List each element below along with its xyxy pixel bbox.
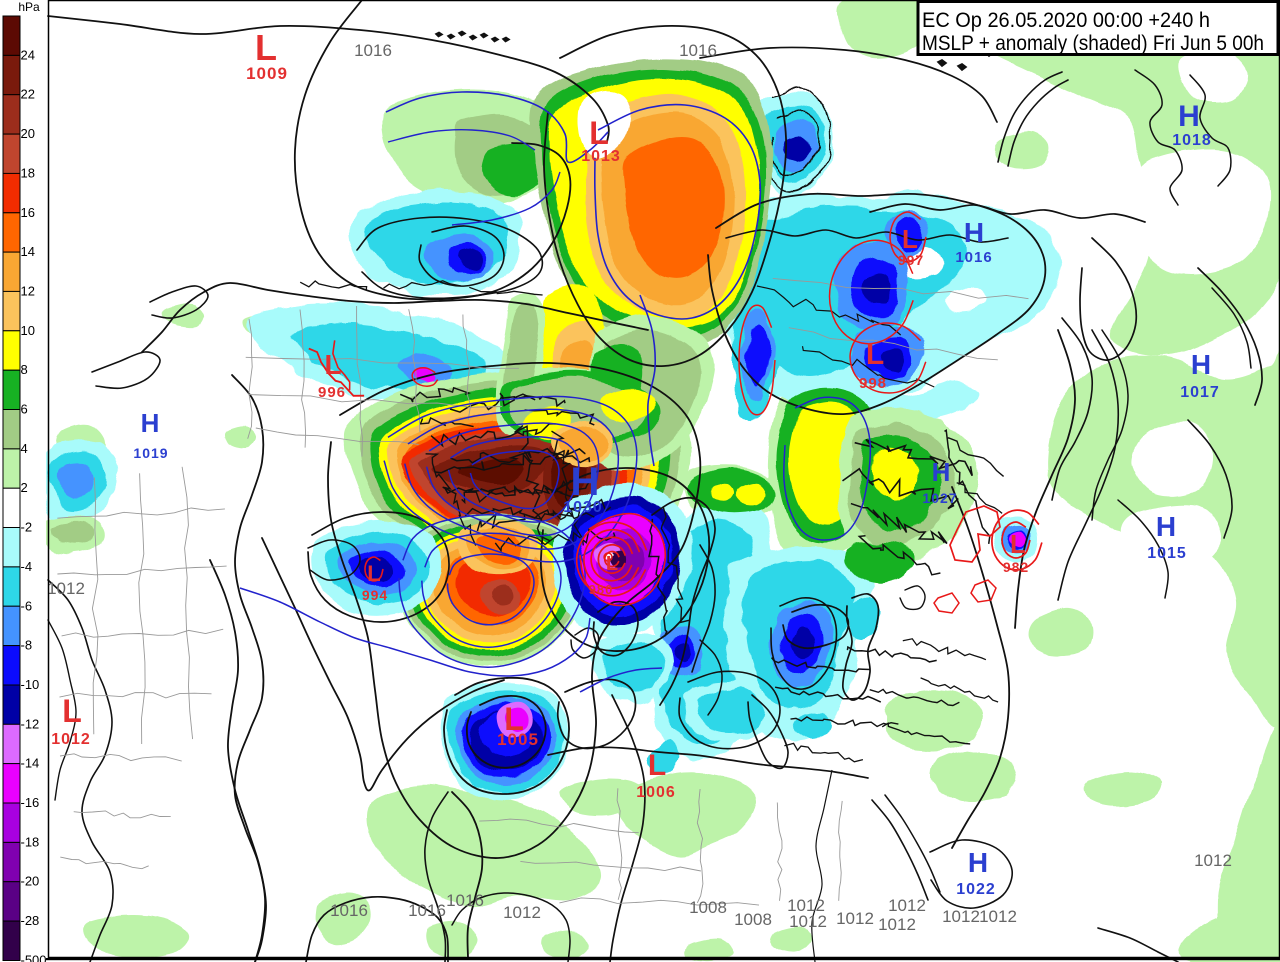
svg-text:22: 22 <box>21 87 35 102</box>
svg-text:L: L <box>866 338 884 371</box>
svg-text:-18: -18 <box>21 834 40 849</box>
svg-text:hPa: hPa <box>18 0 40 14</box>
svg-text:6: 6 <box>21 402 28 417</box>
svg-text:1012: 1012 <box>789 912 827 931</box>
svg-text:1012: 1012 <box>1194 851 1232 870</box>
svg-text:-6: -6 <box>21 598 33 613</box>
svg-text:-16: -16 <box>21 795 40 810</box>
svg-text:24: 24 <box>21 47 35 62</box>
svg-text:H: H <box>571 460 600 504</box>
svg-text:L: L <box>504 701 524 737</box>
svg-text:L: L <box>255 27 277 68</box>
svg-text:1030: 1030 <box>563 499 603 516</box>
svg-text:1012: 1012 <box>503 903 541 922</box>
svg-text:18: 18 <box>21 165 35 180</box>
svg-text:L: L <box>589 115 609 151</box>
svg-text:-500: -500 <box>21 952 47 962</box>
svg-text:1027: 1027 <box>922 490 957 506</box>
svg-text:998: 998 <box>859 375 887 392</box>
svg-text:-20: -20 <box>21 874 40 889</box>
svg-text:H: H <box>1178 100 1200 133</box>
svg-text:982: 982 <box>1003 559 1029 575</box>
svg-text:H: H <box>968 847 988 878</box>
svg-text:1012: 1012 <box>979 907 1017 926</box>
svg-text:4: 4 <box>21 441 28 456</box>
svg-text:L: L <box>367 561 380 586</box>
svg-text:L: L <box>648 749 666 782</box>
svg-text:1016: 1016 <box>408 901 446 920</box>
svg-text:MSLP + anomaly (shaded) Fri Ju: MSLP + anomaly (shaded) Fri Jun 5 00h <box>922 32 1264 55</box>
svg-text:1005: 1005 <box>497 730 539 749</box>
svg-text:1012: 1012 <box>787 896 825 915</box>
svg-text:1012: 1012 <box>47 579 85 598</box>
svg-text:1012: 1012 <box>888 896 926 915</box>
svg-text:-14: -14 <box>21 756 40 771</box>
svg-text:L: L <box>1010 529 1026 559</box>
svg-text:16: 16 <box>21 205 35 220</box>
svg-text:1016: 1016 <box>446 891 484 910</box>
svg-text:-8: -8 <box>21 638 33 653</box>
svg-text:2: 2 <box>21 480 28 495</box>
svg-text:1016: 1016 <box>330 901 368 920</box>
svg-text:1018: 1018 <box>1172 132 1212 149</box>
svg-text:1016: 1016 <box>679 41 717 60</box>
svg-text:1012: 1012 <box>836 909 874 928</box>
svg-text:L: L <box>62 693 82 729</box>
svg-text:EC Op 26.05.2020 00:00 +240 h: EC Op 26.05.2020 00:00 +240 h <box>922 9 1210 32</box>
svg-text:H: H <box>932 457 951 487</box>
svg-text:980: 980 <box>589 582 614 597</box>
svg-text:1012: 1012 <box>878 915 916 934</box>
svg-text:10: 10 <box>21 323 35 338</box>
svg-text:994: 994 <box>362 587 388 603</box>
svg-text:L: L <box>606 553 618 575</box>
svg-text:1012: 1012 <box>942 907 980 926</box>
svg-text:-4: -4 <box>21 559 33 574</box>
svg-text:1006: 1006 <box>636 784 676 801</box>
svg-text:1015: 1015 <box>1147 545 1187 562</box>
svg-text:1013: 1013 <box>581 148 621 165</box>
svg-text:L: L <box>902 224 918 254</box>
svg-text:-28: -28 <box>21 913 40 928</box>
svg-text:H: H <box>1156 511 1176 542</box>
svg-text:996: 996 <box>318 384 346 401</box>
svg-text:20: 20 <box>21 126 35 141</box>
svg-text:1009: 1009 <box>246 64 288 83</box>
svg-text:-2: -2 <box>21 520 33 535</box>
svg-text:1019: 1019 <box>133 445 168 461</box>
svg-text:-10: -10 <box>21 677 40 692</box>
svg-text:1012: 1012 <box>51 731 91 748</box>
svg-text:14: 14 <box>21 244 35 259</box>
svg-text:-12: -12 <box>21 716 40 731</box>
svg-text:L: L <box>324 349 341 380</box>
svg-text:H: H <box>141 408 160 438</box>
svg-text:1008: 1008 <box>734 910 772 929</box>
svg-text:1016: 1016 <box>955 249 992 266</box>
svg-text:H: H <box>1191 349 1211 380</box>
svg-text:1022: 1022 <box>956 881 996 898</box>
svg-text:1008: 1008 <box>689 898 727 917</box>
svg-text:8: 8 <box>21 362 28 377</box>
svg-text:997: 997 <box>898 252 924 268</box>
svg-text:12: 12 <box>21 283 35 298</box>
svg-text:1016: 1016 <box>354 41 392 60</box>
svg-text:H: H <box>964 217 984 248</box>
svg-text:1017: 1017 <box>1180 384 1220 401</box>
